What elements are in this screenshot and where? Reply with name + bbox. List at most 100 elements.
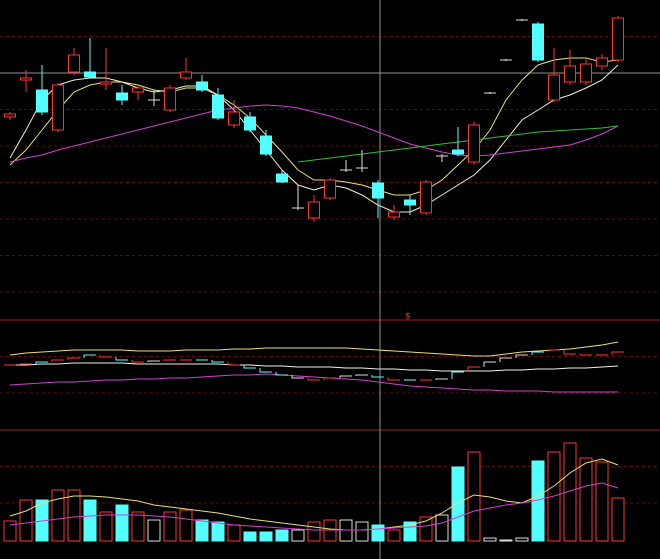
volume-bar xyxy=(227,524,241,542)
volume-bar xyxy=(195,519,209,542)
candle-body xyxy=(420,181,432,214)
step-marker xyxy=(483,361,496,367)
volume-bar xyxy=(515,537,529,542)
step-marker xyxy=(451,371,464,379)
step-marker xyxy=(435,378,448,380)
candle-body xyxy=(308,201,320,219)
volume-bar xyxy=(179,509,193,542)
candle-body xyxy=(244,116,256,131)
candle-body xyxy=(548,74,560,101)
volume-bar xyxy=(579,457,593,542)
candle-body xyxy=(452,149,464,155)
candle-body xyxy=(4,113,16,118)
volume-bar xyxy=(419,516,433,542)
volume-bar xyxy=(243,531,257,542)
volume-bar xyxy=(147,519,161,542)
candle-body xyxy=(196,81,208,91)
volume-bar xyxy=(51,489,65,542)
volume-bar xyxy=(163,511,177,542)
candle-body xyxy=(388,211,400,218)
step-marker xyxy=(19,363,32,365)
indicator-line xyxy=(9,458,619,531)
step-marker xyxy=(355,374,368,376)
step-marker xyxy=(563,350,576,355)
step-marker xyxy=(611,351,624,355)
volume-bar xyxy=(371,524,385,542)
step-marker xyxy=(291,375,304,379)
candle-body xyxy=(532,23,544,61)
step-marker xyxy=(83,354,96,358)
candle-body xyxy=(20,77,32,81)
volume-bar xyxy=(355,521,369,542)
marker-label: $ xyxy=(405,312,411,322)
candle-body xyxy=(100,81,112,85)
step-marker xyxy=(307,378,320,381)
indicator-line xyxy=(9,341,619,357)
candle-body xyxy=(372,182,384,199)
step-marker xyxy=(579,354,592,356)
step-marker xyxy=(99,355,112,358)
step-marker xyxy=(387,377,400,381)
candle-body xyxy=(324,179,336,199)
step-marker xyxy=(499,357,512,362)
candle-body xyxy=(580,63,592,83)
volume-bar xyxy=(3,520,17,542)
step-marker xyxy=(547,349,560,352)
volume-bar xyxy=(115,504,129,542)
step-marker xyxy=(259,368,272,373)
volume-bar xyxy=(291,529,305,542)
candle-body xyxy=(212,94,224,119)
indicator-line xyxy=(9,104,619,163)
step-marker xyxy=(275,372,288,376)
candle-body xyxy=(404,199,416,206)
candle-body xyxy=(68,54,80,73)
volume-bar xyxy=(483,537,497,542)
step-marker xyxy=(163,359,176,361)
step-marker xyxy=(147,360,160,362)
step-marker xyxy=(67,357,80,360)
candle-body xyxy=(228,111,240,126)
step-marker xyxy=(131,360,144,363)
candle-body xyxy=(52,84,64,131)
volume-bar xyxy=(99,511,113,542)
step-marker xyxy=(339,375,352,378)
indicator-line xyxy=(9,482,619,531)
candle-body xyxy=(596,57,608,67)
step-marker xyxy=(115,357,128,361)
step-marker xyxy=(211,360,224,363)
volume-bar xyxy=(563,442,577,542)
volume-bar xyxy=(387,529,401,542)
step-marker xyxy=(515,354,528,358)
indicator-line xyxy=(9,64,619,213)
volume-bar xyxy=(83,499,97,542)
volume-bar xyxy=(611,497,625,542)
volume-bar xyxy=(275,529,289,542)
step-marker xyxy=(51,359,64,362)
candle-body xyxy=(180,71,192,79)
candle-body xyxy=(164,87,176,111)
volume-bar xyxy=(19,499,33,542)
step-marker xyxy=(35,361,48,364)
volume-bar xyxy=(131,511,145,542)
step-marker xyxy=(531,351,544,355)
candle-body xyxy=(468,124,480,163)
indicator-line xyxy=(9,373,618,393)
candle-body xyxy=(276,173,288,183)
volume-bar xyxy=(211,521,225,542)
candle-body xyxy=(132,87,144,93)
volume-bar xyxy=(67,489,81,542)
volume-bar xyxy=(499,539,513,542)
volume-bar xyxy=(451,466,465,542)
candle-body xyxy=(612,17,624,61)
step-marker xyxy=(371,375,384,378)
volume-bar xyxy=(435,514,449,542)
volume-bar xyxy=(595,461,609,542)
step-marker xyxy=(227,362,240,366)
volume-bar xyxy=(259,531,273,542)
volume-bar xyxy=(467,451,481,542)
candle-body xyxy=(564,65,576,83)
candle-body xyxy=(116,92,128,101)
volume-bar xyxy=(307,521,321,542)
